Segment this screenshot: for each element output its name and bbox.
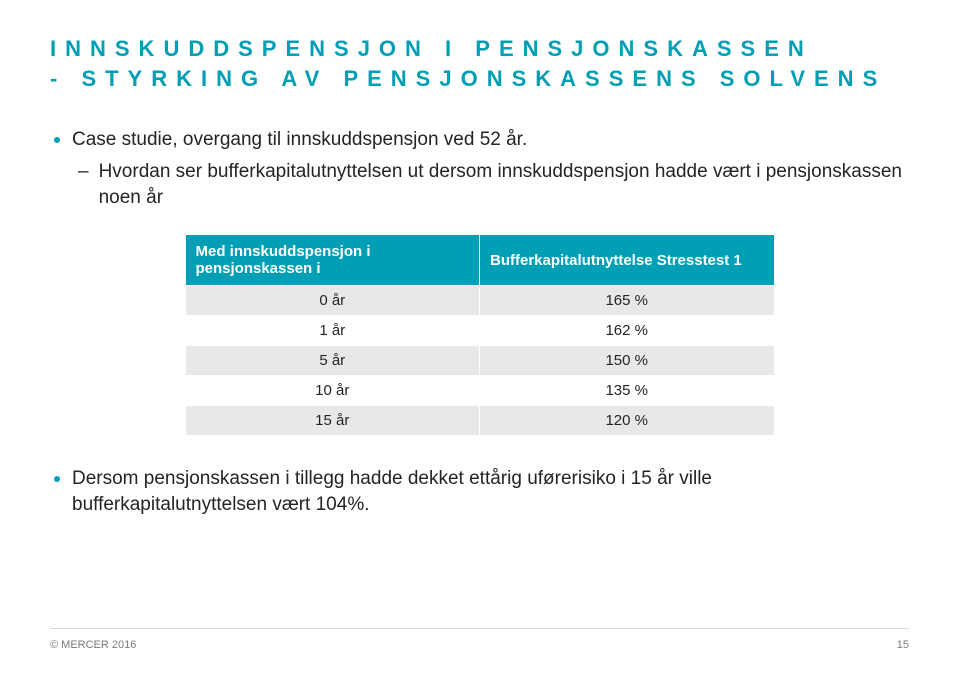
table-cell: 15 år <box>185 406 480 436</box>
slide-page: INNSKUDDSPENSJON I PENSJONSKASSEN - STYR… <box>0 0 959 673</box>
table-row: 5 år150 % <box>185 346 774 376</box>
bullets-section-top: Case studie, overgang til innskuddspensj… <box>54 127 909 210</box>
title-area: INNSKUDDSPENSJON I PENSJONSKASSEN - STYR… <box>50 34 909 93</box>
table-cell: 1 år <box>185 316 480 346</box>
table-body: 0 år165 %1 år162 %5 år150 %10 år135 %15 … <box>185 286 774 436</box>
table-row: 10 år135 % <box>185 376 774 406</box>
bullet-text: Case studie, overgang til innskuddspensj… <box>72 127 527 153</box>
table-cell: 5 år <box>185 346 480 376</box>
table-cell: 0 år <box>185 286 480 316</box>
dash-icon: – <box>78 159 89 185</box>
title-line-2: - STYRKING AV PENSJONSKASSENS SOLVENS <box>50 64 909 94</box>
title-line-1: INNSKUDDSPENSJON I PENSJONSKASSEN <box>50 34 909 64</box>
footer-copyright: © MERCER 2016 <box>50 639 136 651</box>
table-row: 15 år120 % <box>185 406 774 436</box>
bullet-icon <box>54 476 60 482</box>
sub-bullet-text: Hvordan ser bufferkapitalutnyttelsen ut … <box>99 159 909 210</box>
bullets-section-bottom: Dersom pensjonskassen i tillegg hadde de… <box>54 466 909 517</box>
table-cell: 162 % <box>480 316 775 346</box>
bullet-text: Dersom pensjonskassen i tillegg hadde de… <box>72 466 909 517</box>
table-row: 1 år162 % <box>185 316 774 346</box>
table-header-cell: Med innskuddspensjon i pensjonskassen i <box>185 235 480 286</box>
bullet-item: Dersom pensjonskassen i tillegg hadde de… <box>54 466 909 517</box>
table-cell: 10 år <box>185 376 480 406</box>
footer-page-number: 15 <box>897 639 909 651</box>
table-header-row: Med innskuddspensjon i pensjonskassen i … <box>185 235 774 286</box>
footer: © MERCER 2016 15 <box>50 639 909 651</box>
table-cell: 135 % <box>480 376 775 406</box>
sub-bullet-item: – Hvordan ser bufferkapitalutnyttelsen u… <box>78 159 909 210</box>
table-header-cell: Bufferkapitalutnyttelse Stresstest 1 <box>480 235 775 286</box>
table-cell: 150 % <box>480 346 775 376</box>
table-cell: 165 % <box>480 286 775 316</box>
footer-divider <box>50 628 909 629</box>
bullet-icon <box>54 137 60 143</box>
table-row: 0 år165 % <box>185 286 774 316</box>
buffer-table: Med innskuddspensjon i pensjonskassen i … <box>185 234 775 436</box>
table-cell: 120 % <box>480 406 775 436</box>
bullet-item: Case studie, overgang til innskuddspensj… <box>54 127 909 153</box>
